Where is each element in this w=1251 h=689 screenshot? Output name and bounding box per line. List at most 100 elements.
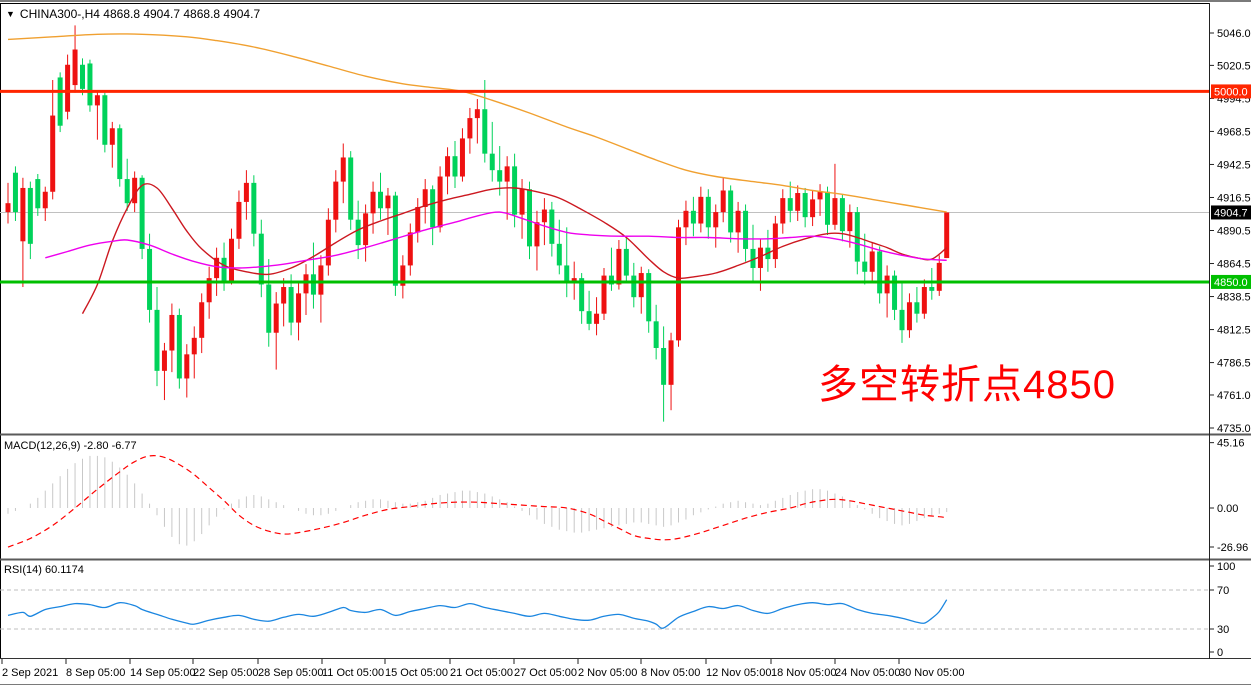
price-badge-text: 4904.7 [1214, 207, 1248, 219]
candle-body [407, 232, 413, 266]
candle-body [906, 302, 912, 331]
macd-signal-line [7, 455, 947, 548]
ma-fast-magenta [45, 211, 947, 269]
candle-body [35, 179, 41, 209]
candle-body [594, 313, 600, 324]
candle-body [683, 210, 689, 228]
symbol-dropdown-icon[interactable]: ▼ [6, 9, 15, 19]
candle-body [42, 191, 48, 209]
candle-body [497, 170, 503, 182]
rsi-indicator-label: RSI(14) 60.1174 [4, 564, 84, 576]
time-axis-label: 2 Nov 05:00 [578, 667, 637, 679]
time-axis-label: 22 Sep 05:00 [193, 667, 258, 679]
candle-body [422, 189, 428, 208]
candle-body [772, 223, 778, 260]
candle-body [474, 109, 480, 119]
candle-body [109, 128, 115, 145]
candle-body [527, 189, 532, 247]
candle-body [795, 193, 801, 211]
price-badge-text: 4850.0 [1214, 277, 1248, 289]
candle-body [512, 166, 518, 215]
price-badge-4850.0 [1211, 274, 1251, 289]
candle-body [921, 287, 927, 314]
candle-body [944, 212, 950, 259]
time-axis-label: 11 Oct 05:00 [322, 667, 384, 679]
candle-body [415, 207, 421, 233]
candle-body [690, 210, 696, 224]
candle-body [579, 278, 585, 312]
candle-body [236, 201, 242, 239]
ohlc-values: 4868.8 4904.7 4868.8 4904.7 [103, 7, 261, 21]
time-axis-label: 8 Sep 05:00 [66, 667, 125, 679]
price-axis-label: 4786.5 [1217, 358, 1251, 370]
candle-body [728, 190, 734, 233]
time-axis-label: 18 Nov 05:00 [771, 667, 836, 679]
candle-body [698, 196, 704, 224]
candle-body [191, 337, 197, 355]
candle-body [877, 251, 883, 294]
candle-body [296, 293, 302, 323]
time-axis-label: 24 Nov 05:00 [835, 667, 900, 679]
candle-body [616, 248, 622, 285]
candle-body [385, 195, 391, 209]
candle-body [519, 189, 525, 215]
candle-body [661, 347, 667, 385]
price-axis-label: 5046.0 [1217, 28, 1251, 40]
candle-body [370, 191, 376, 214]
candle-body [549, 209, 555, 244]
candle-body [646, 273, 652, 322]
candle-body [817, 191, 823, 200]
candle-body [929, 287, 935, 291]
price-axis-label: 4890.5 [1217, 226, 1251, 238]
chart-title: ▼ CHINA300-,H4 4868.8 4904.7 4868.8 4904.… [6, 7, 260, 21]
macd-axis-label: -26.96 [1217, 542, 1248, 554]
candle-body [489, 153, 495, 171]
candle-body [564, 265, 570, 284]
time-axis-label: 21 Oct 05:00 [450, 667, 513, 679]
candle-body [169, 314, 175, 351]
price-axis-label: 4942.5 [1217, 159, 1251, 171]
ma-slow-orange [7, 33, 947, 213]
candle-body [601, 275, 607, 314]
candle-body [400, 265, 406, 286]
candle-body [87, 63, 93, 106]
rsi-line [7, 599, 948, 629]
candle-body [80, 64, 85, 89]
candle-body [288, 287, 294, 323]
macd-axis-label: 45.16 [1217, 438, 1245, 450]
candle-body [653, 321, 659, 348]
rsi-axis-label: 30 [1217, 624, 1229, 636]
candle-body [199, 302, 205, 338]
candle-body [757, 247, 763, 268]
rsi-axis-label: 0 [1217, 647, 1223, 659]
candle-body [20, 187, 26, 242]
candle-body [325, 219, 331, 266]
price-axis-label: 4864.5 [1217, 259, 1251, 271]
window-bottom-edge [0, 684, 1251, 685]
price-axis-label: 4916.5 [1217, 192, 1251, 204]
time-axis-label: 8 Nov 05:00 [641, 667, 700, 679]
candle-body [57, 77, 63, 126]
candle-body [608, 275, 614, 285]
candle-body [124, 179, 130, 204]
candle-body [810, 199, 816, 218]
candle-body [154, 309, 160, 371]
candle-body [676, 227, 681, 341]
price-badge-5000.0 [1211, 84, 1251, 99]
candle-body [318, 265, 324, 295]
candle-body [430, 189, 436, 228]
candle-body [899, 309, 905, 331]
candle-body [258, 233, 264, 285]
time-axis-label: 12 Nov 05:00 [706, 667, 771, 679]
candle-body [631, 275, 637, 298]
candle-body [482, 109, 488, 154]
price-badge-4904.7 [1211, 205, 1251, 220]
candle-body [638, 273, 644, 298]
price-badge-text: 5000.0 [1214, 86, 1248, 98]
price-axis-label: 4735.0 [1217, 423, 1251, 435]
candle-body [117, 128, 123, 180]
candle-body [273, 303, 279, 333]
candle-body [914, 302, 920, 314]
